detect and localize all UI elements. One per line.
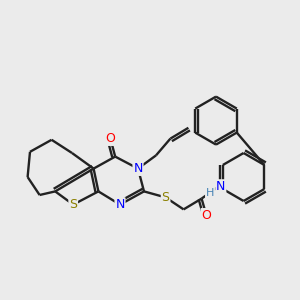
Text: O: O: [106, 132, 115, 145]
Text: N: N: [115, 198, 125, 211]
Text: S: S: [69, 198, 77, 211]
Text: N: N: [216, 180, 226, 193]
Text: H: H: [206, 188, 214, 198]
Text: S: S: [162, 191, 170, 204]
Text: N: N: [133, 162, 143, 175]
Text: O: O: [202, 209, 211, 222]
